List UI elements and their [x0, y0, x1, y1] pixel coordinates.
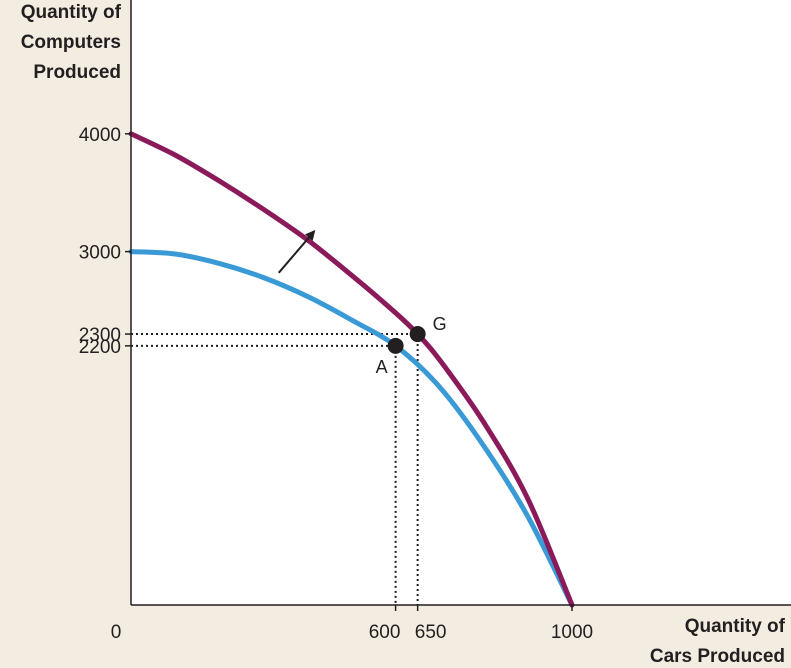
ppf-curve-2 [128, 131, 575, 608]
guide-lines [131, 333, 419, 605]
x-axis-title-line: Quantity of [684, 616, 785, 637]
axes [130, 0, 791, 606]
shift-arrow [277, 230, 316, 274]
y-axis-title-line: Quantity of [20, 2, 121, 23]
y-axis-title-line: Computers [20, 32, 121, 53]
point-label-g: G [433, 314, 447, 334]
point-label-a: A [376, 357, 388, 377]
points: AG [376, 314, 447, 377]
curves [128, 131, 575, 608]
x-tick-label: 600 [369, 622, 401, 643]
x-tick-label: 650 [415, 622, 447, 643]
y-tick-label: 2300 [79, 325, 121, 346]
origin-label: 0 [111, 622, 122, 643]
x-tick-label: 1000 [551, 622, 593, 643]
y-tick-label: 4000 [79, 125, 121, 146]
point-marker-g [409, 326, 426, 343]
x-axis-title-line: Cars Produced [649, 646, 785, 667]
y-axis-title-line: Produced [33, 62, 121, 83]
point-marker-a [387, 337, 404, 354]
annotations [277, 230, 316, 274]
ppf-curve-1 [128, 249, 575, 608]
y-tick-label: 3000 [79, 243, 121, 264]
plot-area [131, 0, 791, 605]
y-tick-label: 2200 [79, 337, 121, 358]
